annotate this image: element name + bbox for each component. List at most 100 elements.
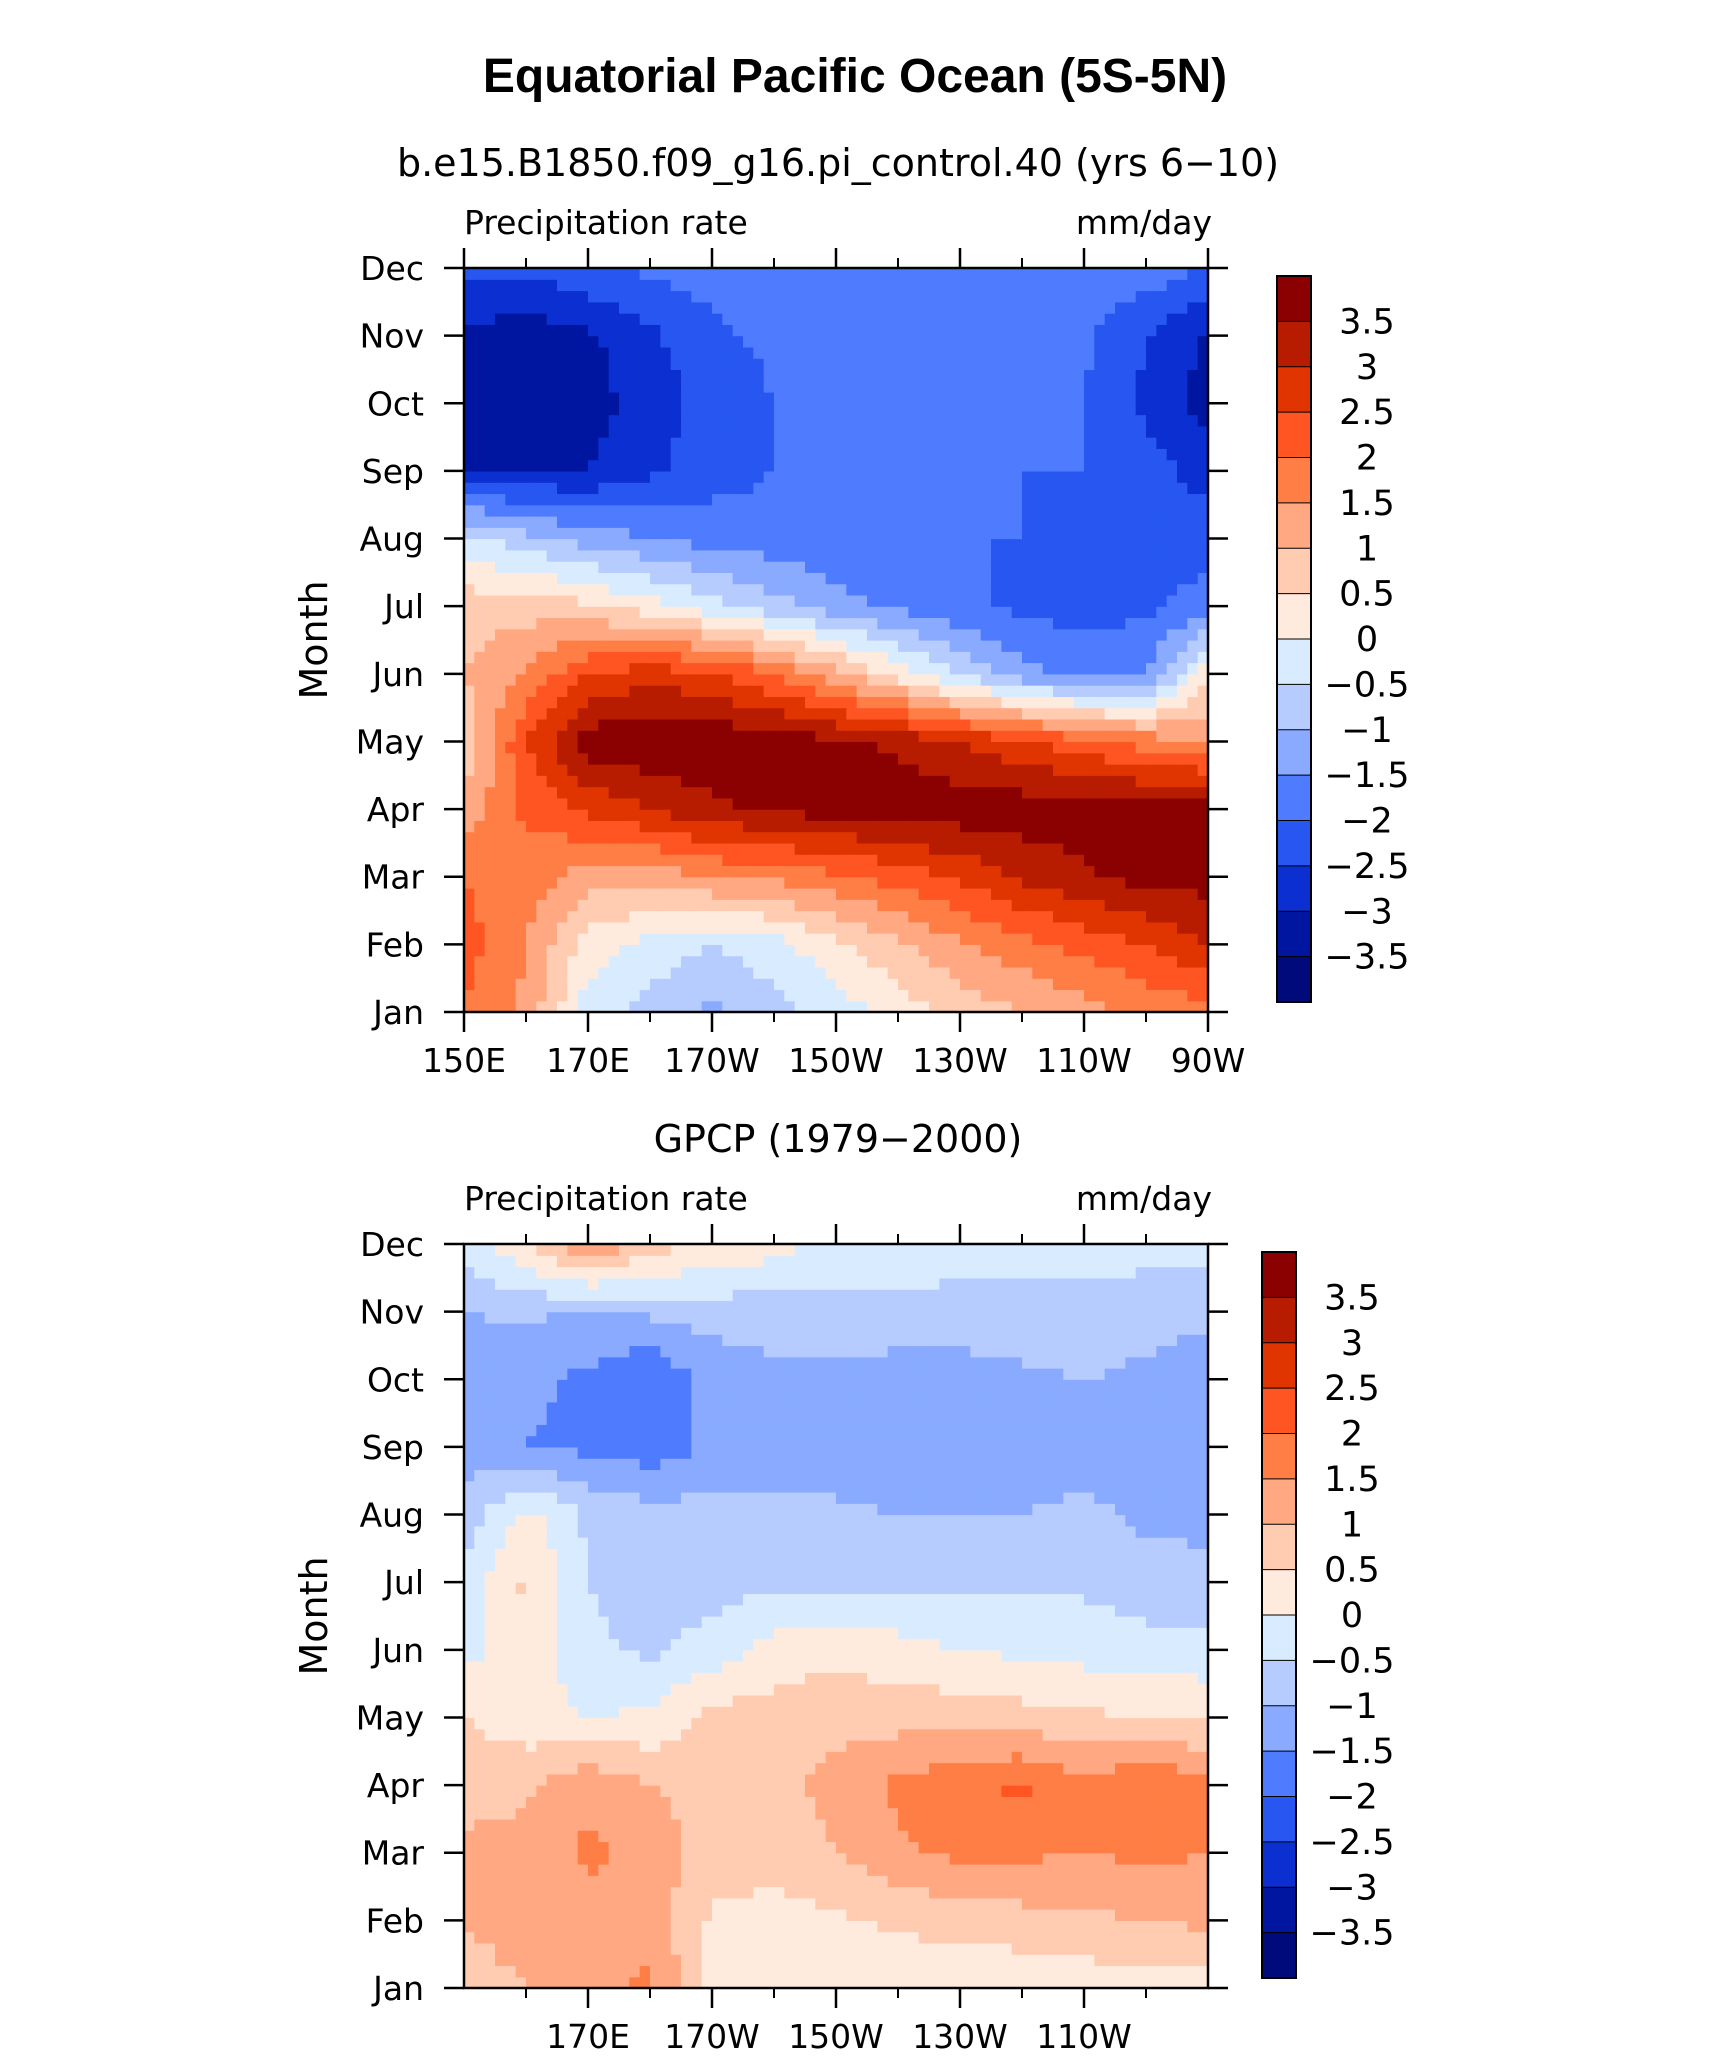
heatmap-cell: [1177, 583, 1188, 596]
heatmap-cell: [825, 335, 837, 348]
heatmap-cell: [1177, 380, 1188, 393]
heatmap-cell: [1146, 538, 1157, 551]
heatmap-cell: [1104, 718, 1116, 731]
heatmap-cell: [608, 775, 620, 788]
heatmap-cell: [774, 673, 785, 686]
heatmap-cell: [1053, 617, 1064, 630]
heatmap-cell: [1104, 775, 1116, 788]
heatmap-cell: [732, 617, 744, 630]
heatmap-cell: [536, 392, 548, 404]
heatmap-cell: [495, 899, 506, 912]
heatmap-cell: [660, 966, 672, 979]
heatmap-cell: [774, 752, 785, 765]
heatmap-cell: [1032, 842, 1044, 855]
heatmap-cell: [1094, 403, 1106, 416]
heatmap-cell: [567, 685, 579, 697]
heatmap-cell: [1177, 842, 1188, 855]
heatmap-cell: [608, 1965, 620, 1978]
x-tick-label: 170E: [546, 1041, 630, 1080]
heatmap-cell: [1084, 324, 1095, 337]
heatmap-cell: [474, 628, 486, 641]
heatmap-cell: [1187, 380, 1199, 393]
heatmap-cell: [1156, 572, 1168, 585]
heatmap-cell: [970, 482, 982, 495]
heatmap-cell: [836, 561, 847, 573]
heatmap-cell: [495, 775, 506, 788]
heatmap-cell: [608, 876, 620, 889]
heatmap-cell: [887, 640, 899, 652]
heatmap-cell: [701, 290, 713, 303]
heatmap-cell: [1011, 414, 1023, 427]
heatmap-cell: [743, 392, 754, 404]
heatmap-cell: [815, 876, 827, 889]
heatmap-cell: [1042, 842, 1054, 855]
heatmap-cell: [1022, 966, 1033, 979]
heatmap-cell: [650, 640, 661, 652]
heatmap-cell: [929, 910, 940, 923]
heatmap-cell: [691, 493, 703, 506]
heatmap-cell: [1104, 707, 1116, 720]
heatmap-cell: [515, 572, 527, 585]
heatmap-cell: [846, 358, 858, 371]
heatmap-cell: [526, 718, 537, 731]
heatmap-cell: [484, 752, 496, 765]
heatmap-cell: [1146, 561, 1157, 573]
heatmap-cell: [991, 899, 1002, 912]
heatmap-cell: [536, 606, 548, 619]
heatmap-cell: [1156, 425, 1168, 438]
heatmap-cell: [867, 380, 878, 393]
heatmap-cell: [1104, 538, 1116, 551]
heatmap-cell: [1073, 899, 1085, 912]
heatmap-cell: [825, 1976, 837, 1989]
heatmap-cell: [1063, 324, 1075, 337]
heatmap-cell: [660, 549, 672, 562]
colorbar-swatch: [1276, 275, 1312, 323]
heatmap-cell: [464, 516, 475, 528]
heatmap-cell: [1042, 876, 1054, 889]
heatmap-cell: [1053, 741, 1064, 754]
heatmap-cell: [1032, 549, 1044, 562]
heatmap-cell: [526, 493, 537, 506]
heatmap-cell: [515, 933, 527, 945]
heatmap-cell: [1166, 516, 1178, 528]
heatmap-cell: [1166, 628, 1178, 641]
heatmap-cell: [484, 775, 496, 788]
heatmap-cell: [877, 842, 889, 855]
heatmap-cell: [588, 696, 599, 709]
heatmap-cell: [484, 561, 496, 573]
heatmap-cell: [908, 561, 920, 573]
heatmap-cell: [670, 662, 682, 675]
heatmap-cell: [464, 865, 475, 878]
heatmap-cell: [557, 380, 568, 393]
heatmap-cell: [743, 1965, 754, 1978]
heatmap-cell: [1073, 437, 1085, 449]
heatmap-cell: [991, 651, 1002, 664]
heatmap-cell: [846, 279, 858, 292]
heatmap-cell: [598, 685, 610, 697]
heatmap-cell: [1104, 831, 1116, 844]
heatmap-cell: [784, 572, 796, 585]
heatmap-cell: [918, 380, 930, 393]
heatmap-cell: [763, 989, 775, 1002]
heatmap-cell: [1166, 594, 1178, 607]
heatmap-cell: [774, 358, 785, 371]
heatmap-cell: [991, 313, 1002, 325]
heatmap-cell: [774, 414, 785, 427]
heatmap-cell: [567, 628, 579, 641]
heatmap-cell: [1125, 369, 1137, 382]
heatmap-cell: [980, 809, 992, 821]
heatmap-cell: [836, 380, 847, 393]
heatmap-cell: [505, 752, 517, 765]
heatmap-cell: [474, 301, 486, 314]
heatmap-cell: [784, 482, 796, 495]
heatmap-cell: [1073, 301, 1085, 314]
heatmap-cell: [743, 775, 754, 788]
heatmap-cell: [1053, 718, 1064, 731]
heatmap-cell: [1022, 910, 1033, 923]
heatmap-cell: [670, 820, 682, 833]
heatmap-cell: [1177, 989, 1188, 1002]
heatmap-cell: [1063, 718, 1075, 731]
heatmap-cell: [784, 786, 796, 799]
heatmap-cell: [505, 809, 517, 821]
heatmap-cell: [1022, 358, 1033, 371]
